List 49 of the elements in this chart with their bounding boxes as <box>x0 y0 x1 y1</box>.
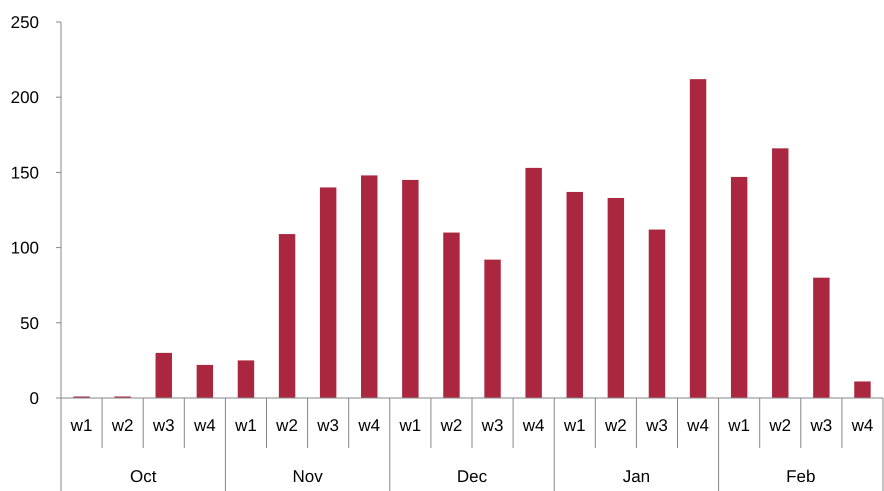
y-tick-label: 100 <box>10 238 39 258</box>
text: Feb <box>786 466 816 486</box>
bar <box>690 79 706 398</box>
bar <box>278 234 296 398</box>
x-tick-label: w4 <box>357 416 380 435</box>
x-tick-label: w1 <box>70 416 92 435</box>
x-tick-label: w2 <box>768 416 792 435</box>
bar <box>730 176 748 398</box>
bar <box>525 168 542 398</box>
x-tick-label: w1 <box>562 416 586 435</box>
x-tick-label: w4 <box>850 416 874 435</box>
bar <box>854 381 871 398</box>
y-tick-label: 0 <box>30 388 39 408</box>
y-tick-label: 50 <box>20 314 39 333</box>
bar <box>361 175 378 398</box>
y-tick-label: 250 <box>10 12 39 32</box>
x-tick-label: w3 <box>480 416 504 435</box>
x-tick-label: w1 <box>398 416 422 435</box>
bar <box>156 352 172 398</box>
x-tick-label: w3 <box>809 416 832 435</box>
x-tick-label: w1 <box>234 416 257 435</box>
text: Oct <box>130 466 157 486</box>
bar <box>772 148 788 398</box>
x-tick-label: w2 <box>604 416 627 435</box>
text: Dec <box>456 466 488 486</box>
x-tick-label: w2 <box>110 416 134 435</box>
text: Nov <box>292 466 324 486</box>
x-tick-label: w4 <box>522 416 545 435</box>
bar <box>320 187 336 398</box>
x-tick-label: w3 <box>152 416 175 435</box>
bar <box>648 230 666 398</box>
x-tick-label: w4 <box>192 416 216 435</box>
bar <box>566 192 583 398</box>
bar <box>443 232 460 398</box>
x-tick-label: w4 <box>686 416 709 435</box>
bar <box>608 198 624 398</box>
x-tick-label: w3 <box>316 416 340 435</box>
x-tick-label: w2 <box>275 416 298 435</box>
bar <box>238 360 254 398</box>
x-tick-label: w1 <box>727 416 750 435</box>
x-tick-label: w2 <box>440 416 462 435</box>
text: Jan <box>622 466 650 486</box>
bar <box>196 364 214 398</box>
bar <box>484 260 501 398</box>
bar <box>813 278 830 398</box>
bar <box>402 180 419 398</box>
y-tick-label: 150 <box>10 163 39 182</box>
x-tick-label: w3 <box>645 416 668 435</box>
y-tick-label: 200 <box>10 88 39 108</box>
